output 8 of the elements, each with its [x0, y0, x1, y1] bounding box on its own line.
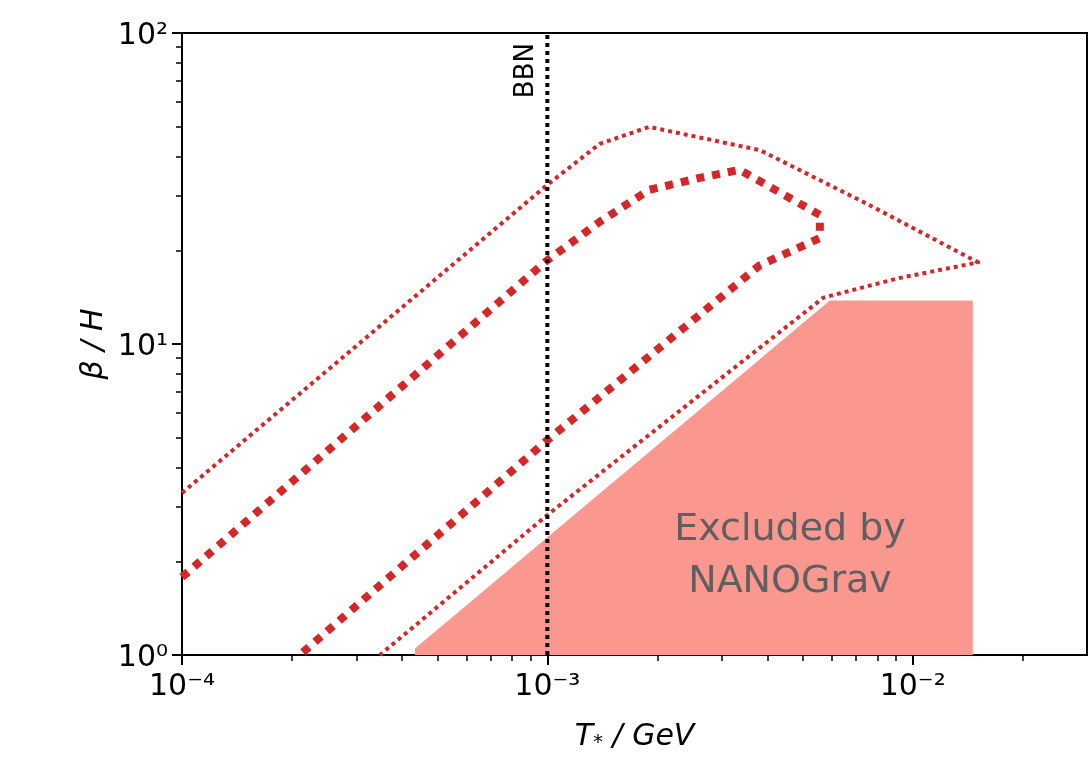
x-axis-title: T* / GeV: [574, 716, 697, 753]
y-tick-label: 10¹: [117, 326, 168, 362]
y-axis-title: β / H: [74, 308, 110, 381]
ref-line-label: BBN: [509, 43, 540, 99]
x-tick-label: 10⁻³: [514, 666, 581, 702]
annotation: Excluded by NANOGrav: [674, 505, 906, 601]
y-tick-label: 10²: [117, 15, 168, 51]
x-tick-label: 10⁻²: [879, 666, 946, 702]
